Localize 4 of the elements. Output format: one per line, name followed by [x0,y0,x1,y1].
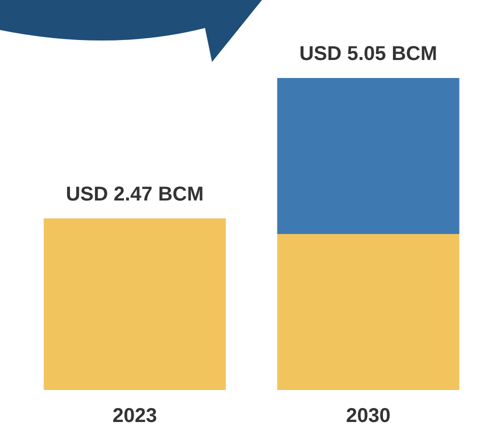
total-label: USD 2.47 BCM [66,183,204,206]
total-label: USD 5.05 BCM [299,43,438,65]
x-tick-label: 2030 [346,405,390,427]
x-tick-label: 2023 [112,405,157,427]
